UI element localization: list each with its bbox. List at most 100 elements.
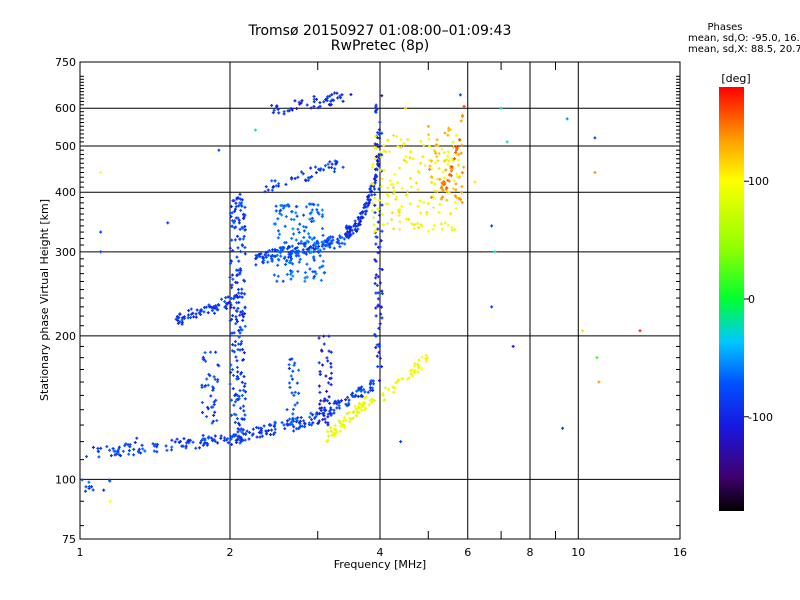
data-point [398,166,402,170]
data-point [324,420,328,424]
data-point [375,354,379,358]
data-point [230,286,234,290]
data-point [99,170,103,174]
data-point [318,406,322,410]
data-point [338,94,342,98]
data-point [357,386,361,390]
data-point [383,386,387,390]
data-point [376,365,380,369]
data-point [593,170,597,174]
data-point [305,103,309,107]
data-point [386,186,390,190]
data-point [318,254,322,258]
data-point [285,258,289,262]
data-point [238,436,242,440]
data-point [194,446,198,450]
data-point [427,133,431,137]
data-point [233,340,237,344]
data-point [235,397,239,401]
data-point [225,307,229,311]
data-point [392,227,396,231]
data-point [295,419,299,423]
data-point [378,304,382,308]
phase-stats-heading: Phases [707,22,743,33]
data-point [303,279,307,283]
data-point [305,275,309,279]
data-point [230,273,234,277]
data-point [234,205,238,209]
data-point [232,306,236,310]
data-point [245,429,249,433]
data-point [242,384,246,388]
axis-ticks: 1 2 4 6 8 10 16 75 100 200 300 400 500 600 750 [55,56,687,559]
data-point [318,390,322,394]
data-point [353,404,357,408]
data-point [412,227,416,231]
data-point [328,94,332,98]
data-point [399,138,403,142]
data-point [367,403,371,407]
data-point [446,150,450,154]
data-point [117,447,121,451]
data-point [451,140,455,144]
data-point [444,168,448,172]
data-point [417,365,421,369]
data-point [447,179,451,183]
data-point [170,445,174,449]
data-point [267,249,271,253]
data-point [213,439,217,443]
data-point [237,259,241,263]
data-point [340,241,344,245]
data-point [266,253,270,257]
data-point [295,253,299,257]
data-point [439,186,443,190]
data-point [439,197,443,201]
data-point [238,192,242,196]
data-point [378,356,382,360]
data-point [329,429,333,433]
data-point [432,224,436,228]
data-point [247,437,251,441]
data-point [451,159,455,163]
data-point [290,210,294,214]
data-point [206,405,210,409]
data-point [231,387,235,391]
data-point [320,244,324,248]
data-point [239,371,243,375]
data-point [357,401,361,405]
data-point [319,399,323,403]
data-point [327,395,331,399]
data-point [132,453,136,457]
data-point [377,187,381,191]
data-point [328,160,332,164]
data-point [336,96,340,100]
data-point [321,213,325,217]
data-point [215,308,219,312]
data-point [231,314,235,318]
data-point [214,398,218,402]
data-point [310,423,314,427]
data-point [333,91,337,95]
data-point [287,363,291,367]
data-point [416,362,420,366]
data-point [228,211,232,215]
data-point [242,388,246,392]
data-point [241,404,245,408]
data-point [343,242,347,246]
data-point [450,226,454,230]
data-point [327,236,331,240]
data-point [438,202,442,206]
data-point [347,236,351,240]
data-point [141,447,145,451]
data-point [356,224,360,228]
data-point [433,149,437,153]
data-point [378,120,382,124]
data-point [230,331,234,335]
data-point [210,436,214,440]
data-point [278,251,282,255]
data-point [222,439,226,443]
data-point [238,227,242,231]
data-point [233,344,237,348]
data-point [457,175,461,179]
data-point [426,124,430,128]
